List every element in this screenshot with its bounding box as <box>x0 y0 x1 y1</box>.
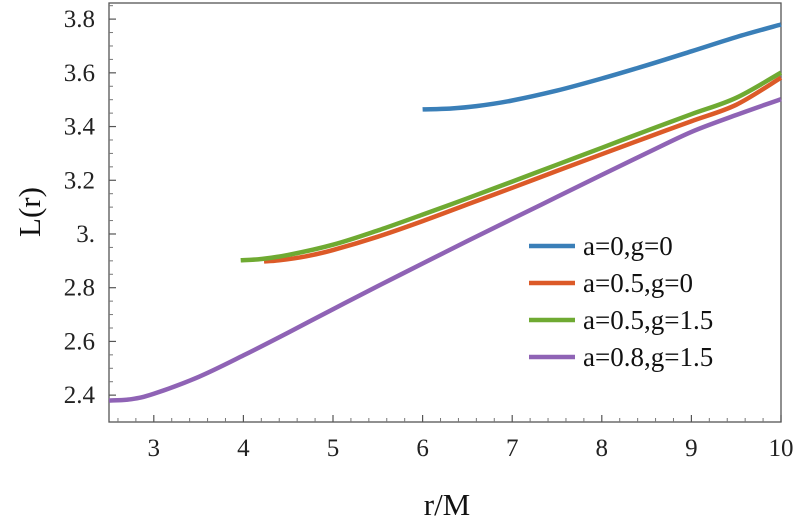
x-tick-label: 4 <box>237 435 250 462</box>
y-tick-label: 3.2 <box>64 167 95 194</box>
x-tick-label: 5 <box>327 435 340 462</box>
y-tick-label: 2.4 <box>64 382 96 409</box>
x-axis-title: r/M <box>424 487 471 522</box>
axis-ticks: 3 4 5 6 7 8 9 10 2.4 2.6 2.8 3. 3.2 3.4 3.6 3.8 <box>64 5 793 462</box>
legend-label: a=0.5,g=0 <box>583 268 693 298</box>
y-axis-title: L(r) <box>12 187 47 237</box>
y-tick-label: 3. <box>76 221 95 248</box>
x-tick-label: 6 <box>416 435 429 462</box>
series-line-3 <box>240 70 783 263</box>
series-line-4 <box>108 97 782 403</box>
legend-label: a=0,g=0 <box>583 231 673 261</box>
y-tick-label: 3.4 <box>64 114 96 141</box>
plot-frame <box>108 2 782 423</box>
series-lines <box>108 22 783 403</box>
x-tick-label: 3 <box>148 435 161 462</box>
y-tick-label: 2.8 <box>64 275 95 302</box>
series-line-2 <box>263 75 783 264</box>
legend-label: a=0.8,g=1.5 <box>583 342 713 372</box>
x-tick-label: 10 <box>769 435 793 462</box>
x-tick-label: 8 <box>596 435 609 462</box>
y-tick-label: 3.8 <box>64 6 95 33</box>
x-tick-label: 9 <box>685 435 698 462</box>
x-tick-label: 7 <box>506 435 519 462</box>
y-tick-label: 2.6 <box>64 328 95 355</box>
y-tick-label: 3.6 <box>64 60 95 87</box>
series-line-1 <box>422 22 782 112</box>
legend: a=0,g=0 a=0.5,g=0 a=0.5,g=1.5 a=0.8,g=1.5 <box>529 231 713 372</box>
legend-label: a=0.5,g=1.5 <box>583 305 713 335</box>
